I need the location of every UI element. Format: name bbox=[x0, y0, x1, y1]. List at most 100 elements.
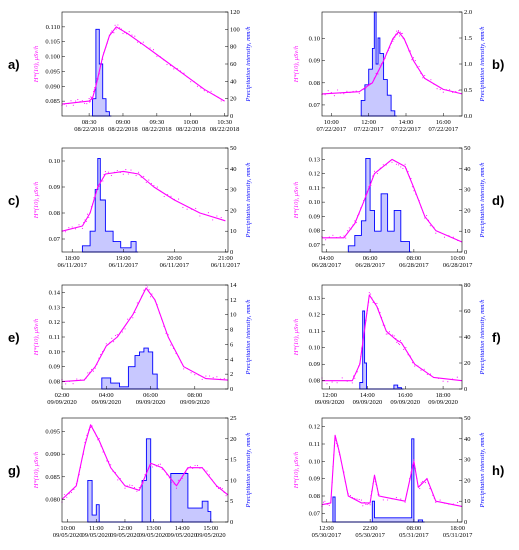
y-left-tick-label: 0.095 bbox=[45, 429, 60, 436]
plot-frame bbox=[321, 11, 463, 117]
x-tick-date: 06/11/2017 bbox=[160, 262, 190, 269]
dose-rate-point bbox=[343, 93, 345, 95]
dose-rate-point bbox=[147, 286, 149, 288]
x-tick-date: 07/22/2017 bbox=[429, 126, 459, 133]
precipitation-series bbox=[360, 11, 397, 117]
dose-rate-point bbox=[189, 465, 191, 468]
dose-rate-point bbox=[72, 383, 74, 385]
y-left-tick-label: 0.090 bbox=[45, 451, 60, 458]
dose-rate-point bbox=[194, 464, 196, 467]
y-right-tick-label: 20 bbox=[464, 477, 471, 484]
dose-rate-point bbox=[377, 73, 379, 75]
y-left-tick-label: 0.08 bbox=[309, 378, 320, 385]
dose-rate-point bbox=[345, 237, 347, 239]
dose-rate-point bbox=[196, 85, 199, 87]
dose-rate-point bbox=[365, 503, 367, 505]
dose-rate-point bbox=[104, 171, 106, 173]
dose-rate-point bbox=[373, 170, 376, 172]
dose-rate-point bbox=[177, 479, 179, 481]
y-left-axis-label: H*(10), μSv/h bbox=[293, 452, 300, 489]
plot-frame bbox=[321, 147, 463, 253]
dose-rate-point bbox=[115, 28, 117, 30]
dose-rate-point bbox=[404, 501, 406, 503]
dose-rate-point bbox=[456, 376, 458, 378]
y-left-tick-label: 0.10 bbox=[309, 36, 320, 43]
dose-rate-point bbox=[369, 504, 371, 506]
y-left-tick-label: 0.08 bbox=[49, 379, 60, 386]
dose-rate-point bbox=[153, 184, 155, 187]
dose-rate-point bbox=[423, 368, 425, 370]
y-left-tick-label: 0.10 bbox=[309, 199, 320, 206]
dose-rate-point bbox=[90, 96, 92, 98]
x-tick-date: 09/05/2020 bbox=[53, 532, 83, 539]
dose-rate-point bbox=[429, 225, 431, 227]
dose-rate-point bbox=[447, 381, 449, 383]
x-tick-date: 05/30/2017 bbox=[355, 532, 385, 539]
dose-rate-line bbox=[322, 294, 463, 382]
plot-frame bbox=[321, 284, 463, 390]
x-tick-date: 09/09/2020 bbox=[428, 399, 458, 406]
dose-rate-point bbox=[396, 30, 398, 32]
dose-rate-point bbox=[150, 182, 152, 184]
dose-rate-point bbox=[77, 99, 79, 101]
dose-rate-point bbox=[360, 499, 362, 501]
x-tick-date: 09/05/2020 bbox=[139, 532, 169, 539]
dose-rate-point bbox=[75, 100, 77, 102]
dose-rate-point bbox=[138, 171, 140, 173]
y-right-tick-label: 30 bbox=[464, 457, 471, 464]
y-left-axis-label: H*(10), μSv/h bbox=[293, 319, 300, 356]
dose-rate-point bbox=[182, 206, 184, 208]
x-tick-date: 09/09/2020 bbox=[180, 399, 210, 406]
dose-rate-point bbox=[387, 333, 389, 335]
dose-rate-point bbox=[225, 495, 227, 497]
dose-rate-point bbox=[322, 501, 325, 503]
dose-rate-point bbox=[131, 485, 133, 487]
y-right-tick-label: 50 bbox=[464, 415, 471, 422]
dose-rate-point bbox=[356, 498, 358, 500]
dose-rate-point bbox=[190, 81, 192, 83]
x-tick-time: 04:00 bbox=[319, 255, 334, 262]
panel-letter: h) bbox=[492, 463, 504, 478]
dose-rate-point bbox=[127, 318, 129, 320]
y-right-tick-label: 60 bbox=[464, 308, 471, 315]
dose-rate-point bbox=[207, 212, 209, 214]
dose-rate-point bbox=[117, 479, 119, 481]
dose-rate-point bbox=[354, 220, 356, 222]
dose-rate-line bbox=[61, 424, 229, 500]
panel-f: 0.080.090.100.110.120.1302040608012:0009… bbox=[293, 282, 501, 406]
dose-rate-point bbox=[399, 344, 401, 346]
y-left-tick-label: 0.11 bbox=[49, 334, 60, 341]
y-right-tick-label: 20 bbox=[464, 360, 471, 367]
y-left-tick-label: 0.085 bbox=[45, 474, 60, 481]
dose-rate-point bbox=[387, 499, 389, 501]
y-right-tick-label: 10 bbox=[464, 498, 471, 505]
y-right-tick-label: 8 bbox=[230, 327, 233, 334]
dose-rate-point bbox=[136, 302, 138, 304]
y-left-tick-label: 0.090 bbox=[45, 83, 60, 90]
dose-rate-point bbox=[152, 49, 155, 51]
y-right-tick-label: 5 bbox=[230, 498, 233, 505]
dose-rate-points bbox=[61, 169, 222, 233]
x-tick-time: 12:00 bbox=[361, 119, 376, 126]
dose-rate-point bbox=[148, 179, 150, 181]
dose-rate-point bbox=[376, 302, 378, 304]
y-left-tick-label: 0.12 bbox=[49, 319, 60, 326]
dose-rate-point bbox=[137, 41, 139, 43]
y-right-tick-label: 30 bbox=[464, 187, 471, 194]
precipitation-series bbox=[347, 157, 412, 253]
panel-letter: c) bbox=[8, 193, 20, 208]
y-right-tick-label: 0 bbox=[464, 519, 467, 526]
dose-rate-point bbox=[171, 481, 173, 483]
dose-rate-point bbox=[85, 220, 87, 222]
dose-rate-point bbox=[151, 293, 153, 295]
dose-rate-point bbox=[113, 341, 115, 343]
x-tick-date: 06/28/2017 bbox=[399, 262, 429, 269]
dose-rate-point bbox=[122, 173, 124, 175]
dose-rate-point bbox=[63, 493, 65, 496]
dose-rate-point bbox=[400, 166, 402, 168]
y-right-tick-label: 10 bbox=[230, 477, 237, 484]
x-tick-date: 06/11/2017 bbox=[109, 262, 139, 269]
dose-rate-point bbox=[426, 373, 428, 375]
dose-rate-point bbox=[393, 335, 395, 337]
y-left-tick-label: 0.080 bbox=[45, 496, 60, 503]
